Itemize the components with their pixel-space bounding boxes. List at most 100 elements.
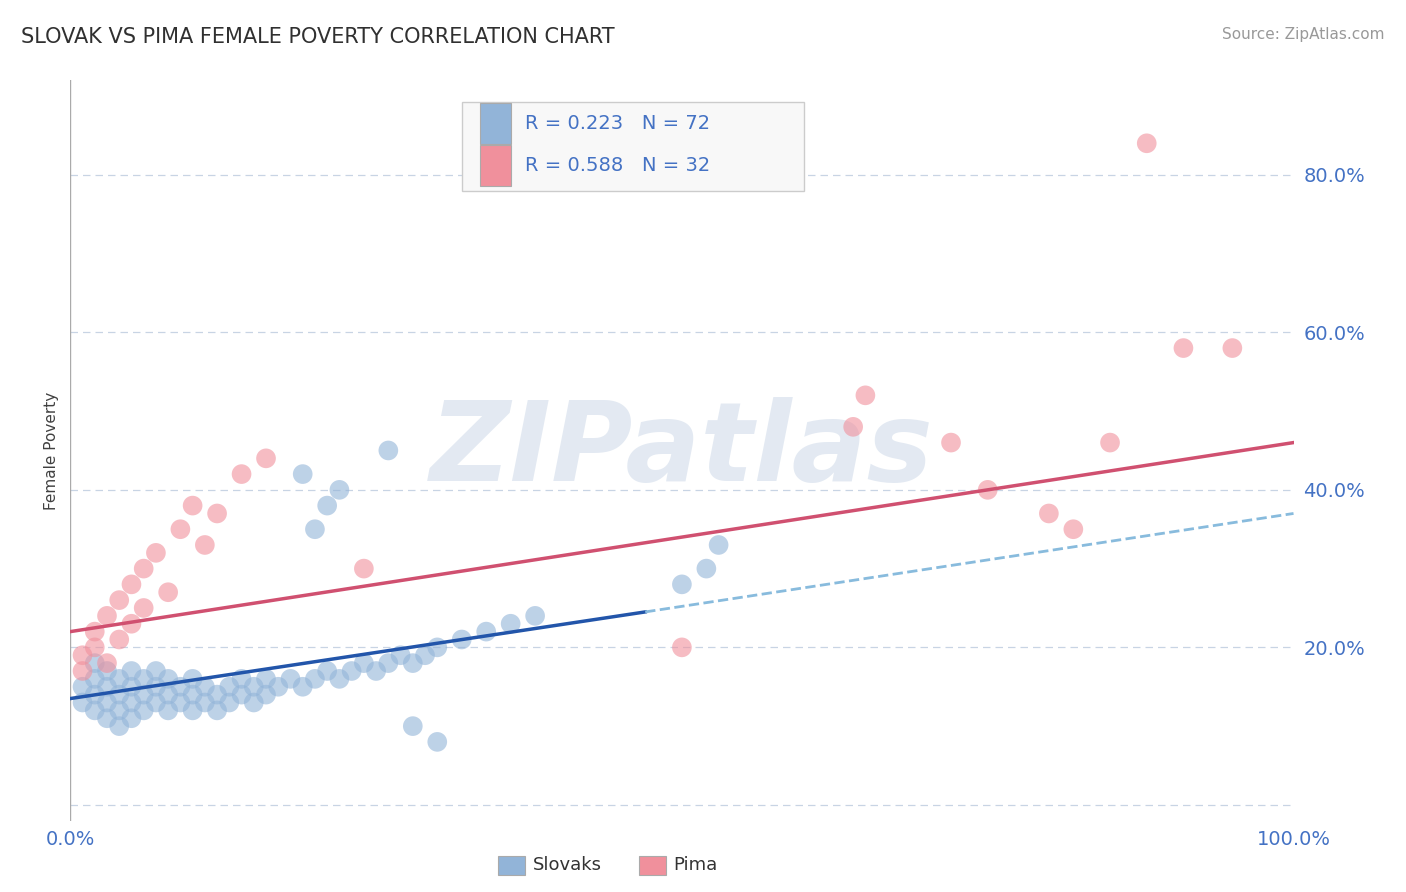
Point	[83, 703, 105, 717]
Point	[132, 688, 155, 702]
Point	[304, 672, 326, 686]
Point	[218, 696, 240, 710]
Point	[976, 483, 998, 497]
Point	[205, 703, 228, 717]
Point	[413, 648, 436, 663]
Point	[254, 672, 277, 686]
Point	[181, 688, 204, 702]
Point	[316, 499, 339, 513]
Point	[169, 696, 191, 710]
Point	[169, 522, 191, 536]
Point	[181, 703, 204, 717]
FancyBboxPatch shape	[479, 103, 510, 144]
Point	[157, 585, 180, 599]
Point	[83, 640, 105, 655]
Point	[695, 561, 717, 575]
Point	[340, 664, 363, 678]
Point	[377, 656, 399, 670]
Point	[243, 680, 266, 694]
Point	[231, 688, 253, 702]
Point	[353, 561, 375, 575]
Text: R = 0.588   N = 32: R = 0.588 N = 32	[526, 156, 710, 175]
Point	[328, 483, 350, 497]
Point	[267, 680, 290, 694]
Point	[108, 593, 131, 607]
Point	[181, 499, 204, 513]
Point	[96, 664, 118, 678]
Point	[1038, 507, 1060, 521]
Point	[291, 467, 314, 481]
Point	[304, 522, 326, 536]
Point	[145, 546, 167, 560]
Point	[157, 703, 180, 717]
Point	[72, 696, 94, 710]
Point	[524, 608, 547, 623]
Point	[108, 719, 131, 733]
Point	[157, 688, 180, 702]
Point	[96, 680, 118, 694]
Point	[96, 696, 118, 710]
Point	[108, 703, 131, 717]
Text: Pima: Pima	[673, 856, 717, 874]
Point	[145, 664, 167, 678]
Point	[426, 735, 449, 749]
Point	[108, 688, 131, 702]
Point	[169, 680, 191, 694]
Point	[205, 688, 228, 702]
Point	[83, 624, 105, 639]
Point	[96, 608, 118, 623]
Point	[1173, 341, 1195, 355]
FancyBboxPatch shape	[461, 103, 804, 191]
Point	[83, 672, 105, 686]
Point	[121, 664, 143, 678]
Point	[254, 451, 277, 466]
Point	[121, 711, 143, 725]
Point	[499, 616, 522, 631]
Point	[83, 688, 105, 702]
Point	[121, 616, 143, 631]
Point	[132, 703, 155, 717]
FancyBboxPatch shape	[479, 145, 510, 186]
Point	[1099, 435, 1122, 450]
FancyBboxPatch shape	[499, 856, 526, 875]
Y-axis label: Female Poverty: Female Poverty	[44, 392, 59, 509]
Point	[121, 577, 143, 591]
Point	[121, 696, 143, 710]
Point	[72, 664, 94, 678]
Point	[121, 680, 143, 694]
Point	[72, 680, 94, 694]
Point	[194, 680, 217, 694]
Point	[194, 696, 217, 710]
Text: Source: ZipAtlas.com: Source: ZipAtlas.com	[1222, 27, 1385, 42]
Point	[181, 672, 204, 686]
Point	[72, 648, 94, 663]
Point	[402, 656, 425, 670]
Point	[1220, 341, 1243, 355]
Point	[132, 561, 155, 575]
Point	[366, 664, 388, 678]
Point	[842, 420, 865, 434]
Point	[96, 711, 118, 725]
Point	[280, 672, 302, 686]
Point	[194, 538, 217, 552]
Point	[1136, 136, 1159, 151]
Point	[132, 672, 155, 686]
Point	[231, 672, 253, 686]
Point	[316, 664, 339, 678]
Point	[426, 640, 449, 655]
Point	[132, 601, 155, 615]
Text: SLOVAK VS PIMA FEMALE POVERTY CORRELATION CHART: SLOVAK VS PIMA FEMALE POVERTY CORRELATIO…	[21, 27, 614, 46]
Text: ZIPatlas: ZIPatlas	[430, 397, 934, 504]
Point	[145, 696, 167, 710]
Point	[353, 656, 375, 670]
Point	[377, 443, 399, 458]
Point	[939, 435, 962, 450]
Point	[157, 672, 180, 686]
Point	[145, 680, 167, 694]
FancyBboxPatch shape	[640, 856, 666, 875]
Point	[291, 680, 314, 694]
Point	[328, 672, 350, 686]
Point	[450, 632, 472, 647]
Point	[205, 507, 228, 521]
Point	[1062, 522, 1084, 536]
